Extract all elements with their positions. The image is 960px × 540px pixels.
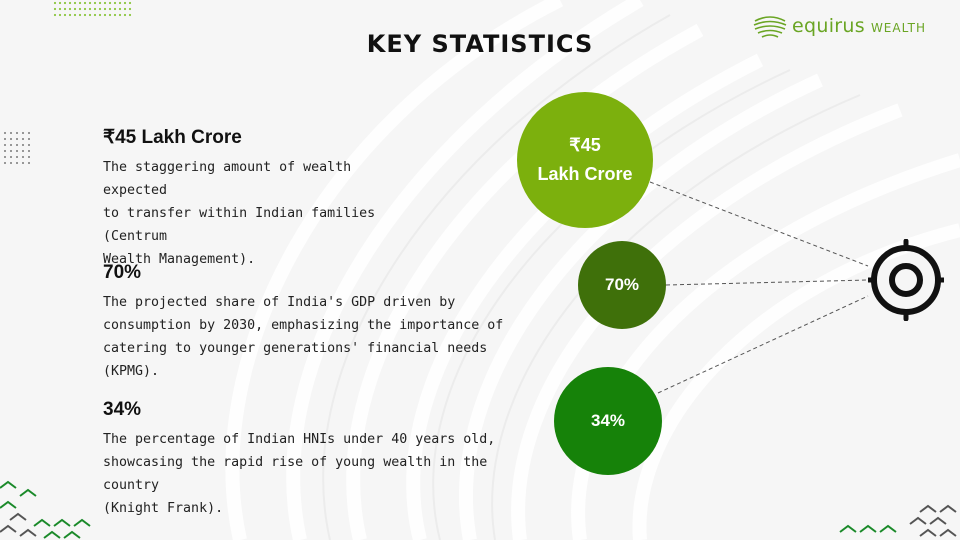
stat-block-hni-age: 34% The percentage of Indian HNIs under …	[103, 399, 533, 520]
stat-description-line: consumption by 2030, emphasizing the imp…	[103, 318, 504, 333]
stat-block-gdp-share: 70% The projected share of India's GDP d…	[103, 262, 523, 383]
stat-description-line: The projected share of India's GDP drive…	[103, 295, 456, 310]
logo-subtitle: WEALTH	[870, 21, 926, 35]
target-icon	[868, 239, 944, 321]
dot-grid-top	[53, 1, 132, 17]
stat-heading: 34%	[103, 399, 142, 420]
stat-circle-hni: 34%	[554, 367, 662, 475]
stat-description-line: (Knight Frank).	[103, 501, 224, 516]
circle-label-line: Lakh Crore	[537, 164, 633, 184]
chevron-pattern-bottom-right	[839, 504, 957, 537]
stat-description: The projected share of India's GDP drive…	[103, 291, 523, 383]
stat-description-line: The percentage of Indian HNIs under 40 y…	[103, 432, 496, 447]
stat-description-line: showcasing the rapid rise of young wealt…	[103, 455, 488, 493]
stat-circle-gdp: 70%	[578, 241, 666, 329]
stat-block-wealth-transfer: ₹45 Lakh Crore The staggering amount of …	[103, 126, 423, 271]
stat-heading: ₹45 Lakh Crore	[103, 127, 242, 148]
stat-heading: 70%	[103, 262, 142, 283]
dot-grid-left	[4, 132, 30, 164]
stat-description-line: The staggering amount of wealth expected	[103, 160, 352, 198]
stat-description-line: Wealth Management).	[103, 252, 256, 267]
stat-description-line: catering to younger generations' financi…	[103, 341, 488, 379]
chevron-pattern-bottom-left	[0, 480, 91, 539]
page-title: KEY STATISTICS	[366, 30, 594, 58]
circle-label-line: ₹45	[569, 135, 601, 155]
stat-description: The percentage of Indian HNIs under 40 y…	[103, 428, 533, 520]
leaf-sphere-icon	[753, 16, 787, 38]
stat-description: The staggering amount of wealth expected…	[103, 156, 423, 271]
logo-name: equirus	[792, 15, 865, 37]
logo: equirus WEALTH	[752, 12, 926, 40]
stat-description-line: to transfer within Indian families (Cent…	[103, 206, 376, 244]
stat-circle-wealth: ₹45 Lakh Crore	[517, 92, 653, 228]
